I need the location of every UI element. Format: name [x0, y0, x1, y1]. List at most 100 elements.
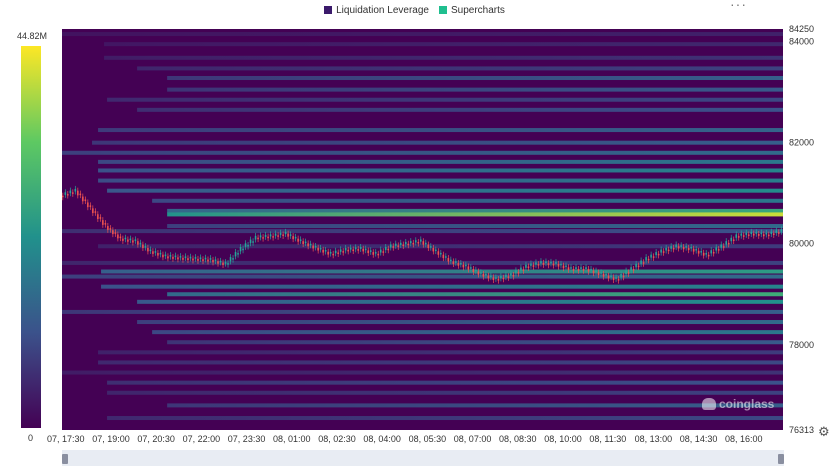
price-candle: [552, 263, 555, 266]
price-candle: [615, 277, 617, 279]
price-candle: [234, 252, 237, 257]
price-candle: [642, 262, 645, 264]
price-candle: [777, 232, 780, 234]
price-candle: [299, 239, 302, 241]
settings-gear-icon[interactable]: ⚙: [818, 424, 829, 439]
price-candle: [607, 275, 610, 279]
zoom-slider[interactable]: [62, 450, 784, 466]
price-candle: [92, 208, 94, 214]
price-candle: [294, 236, 297, 239]
price-candle: [262, 237, 264, 239]
price-candle: [530, 263, 532, 266]
price-candle: [417, 242, 420, 244]
price-candle: [374, 252, 377, 254]
x-tick-label: 08, 01:00: [273, 434, 311, 444]
price-candle: [82, 196, 84, 202]
price-candle: [595, 270, 597, 273]
price-candle: [662, 251, 665, 253]
legend-item-supercharts[interactable]: Supercharts: [438, 3, 505, 17]
more-dots-icon[interactable]: ···: [730, 0, 747, 12]
x-tick-label: 08, 08:30: [499, 434, 537, 444]
price-candle: [387, 248, 390, 251]
liquidation-band: [62, 32, 783, 37]
price-candle: [244, 243, 247, 247]
x-tick-label: 07, 22:00: [183, 434, 221, 444]
price-candle: [447, 258, 450, 262]
liquidation-band: [104, 42, 783, 47]
price-candle: [187, 258, 189, 261]
price-candle: [710, 250, 712, 254]
price-candle: [627, 272, 630, 274]
price-candle: [475, 269, 477, 272]
price-candle: [652, 256, 655, 258]
colorbar-max-label: 44.82M: [17, 31, 48, 41]
x-tick-label: 08, 14:30: [680, 434, 718, 444]
liquidation-band: [137, 107, 783, 112]
price-candle: [279, 232, 282, 235]
price-candle: [132, 240, 134, 243]
legend-item-liquidation-leverage[interactable]: Liquidation Leverage: [324, 3, 429, 17]
liquidation-band: [107, 390, 783, 395]
price-candle: [284, 231, 287, 235]
price-candle: [259, 235, 262, 238]
price-candle: [575, 267, 577, 269]
price-candle: [297, 238, 299, 242]
liquidation-band: [107, 97, 783, 102]
price-candle: [617, 279, 620, 281]
price-candle: [427, 244, 430, 249]
price-candle: [209, 258, 212, 260]
price-candle: [147, 247, 149, 252]
price-candle: [232, 258, 234, 260]
price-candle: [502, 277, 505, 280]
price-candle: [367, 250, 370, 254]
price-candle: [547, 263, 550, 266]
price-candle: [274, 233, 277, 236]
price-candle: [359, 247, 362, 249]
x-tick-label: 07, 19:00: [92, 434, 130, 444]
price-candle: [580, 267, 582, 269]
price-candle: [399, 242, 402, 245]
price-candle: [87, 202, 89, 208]
price-candle: [717, 249, 720, 251]
price-candle: [610, 275, 612, 278]
y-tick-label: 82000: [789, 138, 814, 148]
price-candle: [412, 242, 415, 245]
price-candle: [432, 247, 435, 252]
liquidation-band: [152, 198, 783, 203]
price-candle: [685, 246, 687, 248]
price-candle: [495, 277, 497, 279]
price-candle: [542, 262, 545, 265]
liquidation-band: [152, 330, 783, 335]
slider-right-handle[interactable]: [778, 454, 784, 464]
price-candle: [104, 223, 107, 225]
price-candle: [67, 194, 69, 196]
liquidation-band: [137, 299, 783, 304]
price-candle: [282, 234, 284, 236]
price-candle: [730, 237, 733, 242]
price-candle: [670, 246, 672, 249]
price-candle: [622, 275, 625, 278]
price-candle: [117, 234, 119, 239]
price-candle: [159, 252, 162, 255]
liquidation-band: [98, 360, 784, 365]
price-candle: [152, 251, 154, 254]
slider-left-handle[interactable]: [62, 454, 68, 464]
price-candle: [650, 254, 652, 258]
liquidation-band: [62, 150, 783, 155]
price-candle: [510, 273, 512, 276]
liquidation-band: [62, 260, 783, 265]
price-candle: [597, 272, 600, 275]
price-candle: [775, 230, 778, 233]
price-candle: [379, 249, 382, 253]
x-tick-label: 07, 23:30: [228, 434, 266, 444]
price-candle: [770, 231, 773, 235]
price-candle: [720, 244, 723, 248]
price-candle: [382, 251, 385, 253]
price-candle: [535, 262, 537, 265]
price-candle: [202, 259, 204, 262]
price-candle: [302, 241, 304, 245]
price-candle: [107, 226, 109, 230]
price-candle: [114, 232, 117, 234]
price-candle: [129, 238, 132, 241]
